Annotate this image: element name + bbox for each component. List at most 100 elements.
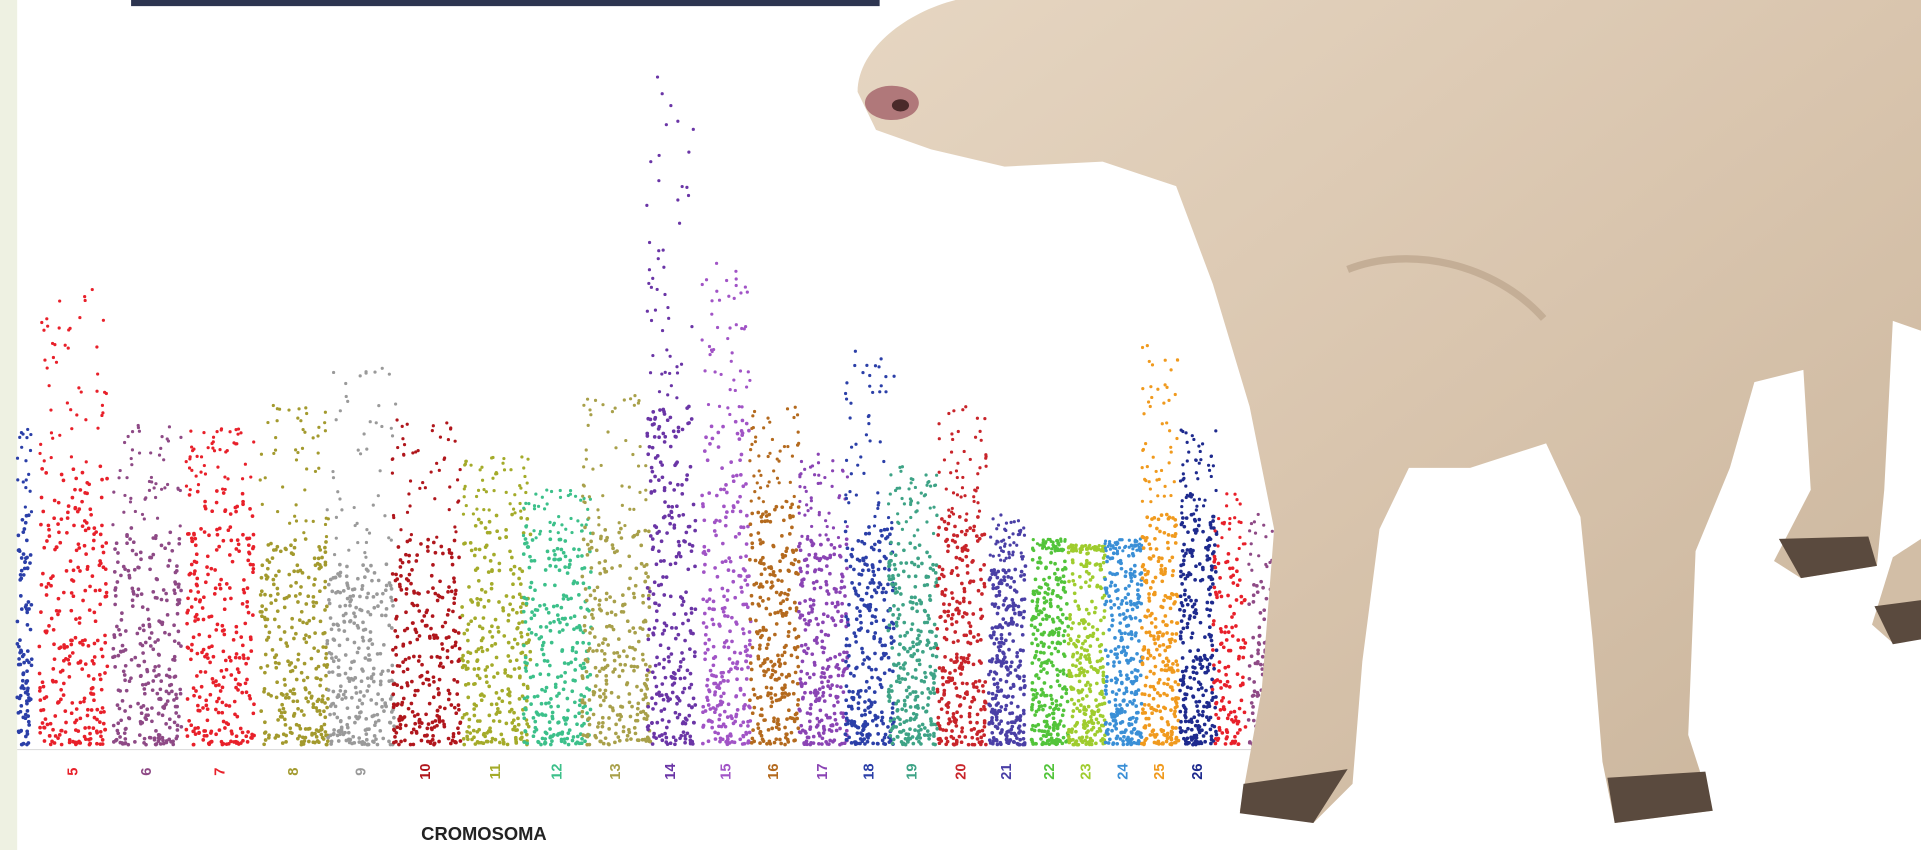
- dot: [757, 560, 762, 565]
- dot: [750, 711, 755, 716]
- dot: [661, 248, 665, 252]
- dot: [749, 448, 753, 452]
- dot: [643, 682, 648, 687]
- dot: [649, 318, 654, 323]
- dot: [827, 728, 832, 732]
- dot: [844, 737, 849, 742]
- dot: [484, 739, 489, 744]
- dot: [835, 684, 839, 688]
- dot: [263, 738, 268, 742]
- dot: [612, 599, 617, 604]
- dot: [469, 463, 473, 467]
- dot: [817, 698, 821, 703]
- dot: [270, 556, 275, 560]
- dot: [355, 705, 360, 710]
- dot: [169, 682, 174, 687]
- dot: [923, 675, 928, 680]
- dot: [274, 573, 278, 578]
- dot: [378, 651, 383, 656]
- dot: [512, 637, 517, 642]
- dot: [90, 287, 94, 292]
- dot: [103, 640, 108, 645]
- dot: [437, 739, 441, 744]
- dot: [780, 672, 784, 677]
- dot: [898, 717, 902, 722]
- dot: [521, 712, 526, 716]
- dot: [126, 742, 131, 747]
- dot: [620, 503, 624, 507]
- dot: [189, 648, 194, 653]
- dot: [88, 584, 92, 589]
- dot: [790, 525, 794, 530]
- dot: [557, 568, 562, 573]
- dot: [121, 564, 126, 569]
- dot: [733, 595, 738, 600]
- dot: [208, 660, 212, 665]
- dot: [676, 668, 681, 673]
- dot: [718, 624, 722, 628]
- dot: [395, 634, 400, 639]
- dot: [892, 562, 897, 567]
- dot: [773, 693, 778, 697]
- dot: [755, 631, 760, 636]
- dot: [666, 698, 671, 703]
- dot: [216, 465, 220, 469]
- dot: [327, 601, 332, 606]
- dot: [911, 644, 916, 649]
- dot: [603, 736, 608, 741]
- dot: [563, 670, 567, 675]
- dot: [129, 657, 134, 662]
- dot: [433, 719, 438, 723]
- dot: [552, 619, 556, 624]
- dot: [632, 507, 636, 511]
- dot: [789, 653, 794, 658]
- dot: [800, 728, 805, 733]
- dot: [273, 598, 278, 603]
- dot: [189, 605, 194, 609]
- dot: [531, 734, 536, 739]
- dot: [837, 652, 842, 657]
- dot: [299, 585, 303, 589]
- dot: [532, 558, 537, 563]
- dot: [18, 693, 23, 698]
- dot: [44, 630, 49, 635]
- dot: [841, 711, 846, 716]
- dot: [673, 742, 677, 747]
- dot: [58, 433, 62, 437]
- dot: [868, 733, 872, 737]
- dot: [689, 705, 694, 710]
- dot: [809, 506, 813, 510]
- dot: [648, 417, 653, 422]
- dot: [323, 579, 328, 584]
- dot: [467, 717, 472, 722]
- dot: [239, 635, 244, 639]
- dot: [562, 661, 567, 665]
- dot: [517, 576, 521, 581]
- dot: [844, 614, 848, 619]
- dot: [333, 575, 338, 580]
- dot: [187, 466, 192, 470]
- dot: [896, 573, 901, 577]
- dot: [674, 626, 678, 630]
- dot: [296, 600, 300, 604]
- dot: [252, 733, 256, 738]
- dot: [136, 423, 140, 428]
- dot: [881, 721, 886, 726]
- dot: [726, 568, 731, 572]
- dot: [540, 712, 544, 716]
- dot: [662, 628, 667, 633]
- dot: [581, 581, 586, 586]
- dot: [397, 664, 402, 668]
- dot: [354, 605, 358, 610]
- dot: [25, 729, 30, 734]
- dot: [641, 658, 645, 662]
- dot: [304, 519, 308, 523]
- dot: [296, 450, 300, 455]
- dot: [515, 625, 520, 630]
- dot: [87, 725, 91, 730]
- dot: [611, 670, 616, 674]
- dot: [844, 637, 849, 641]
- dot: [865, 363, 869, 367]
- dot: [693, 607, 698, 612]
- dot: [613, 740, 617, 745]
